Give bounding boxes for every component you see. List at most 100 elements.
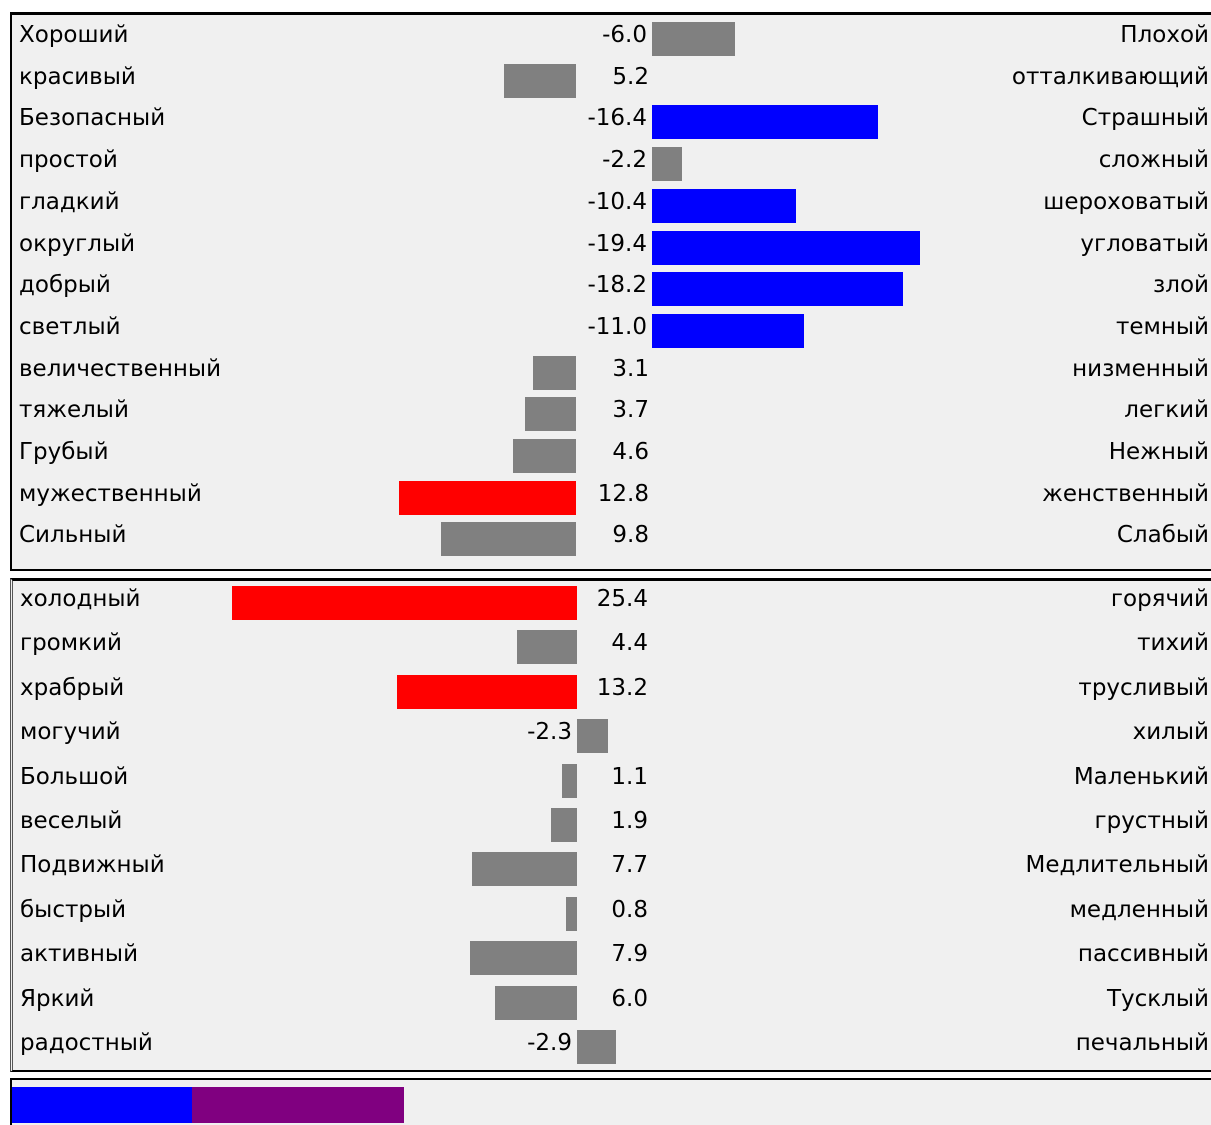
bar [652, 313, 804, 348]
chart-row: Грубый 4.6 Нежный [12, 437, 1211, 473]
right-pole-label: пассивный [1077, 941, 1209, 968]
right-pole-label: легкий [1124, 397, 1209, 424]
value-label: -19.4 [587, 230, 647, 257]
value-label: 5.2 [612, 63, 649, 90]
left-pole-label: светлый [19, 313, 121, 340]
left-pole-label: Хороший [19, 22, 129, 48]
chart-row: Хороший -6.0 Плохой [12, 20, 1211, 56]
chart-row: храбрый 13.2 трусливый [13, 673, 1211, 709]
right-pole-label: Маленький [1073, 763, 1209, 790]
legend-segment [12, 1087, 192, 1123]
chart-row: активный 7.9 пассивный [13, 939, 1211, 976]
chart-panel-top: Хороший -6.0 Плохой красивый 5.2 отталкивающи… [10, 12, 1211, 571]
value-label: 13.2 [596, 674, 648, 701]
bar [652, 272, 904, 307]
left-pole-label: Грубый [19, 439, 109, 465]
bar [562, 763, 577, 798]
chart-row: гладкий -10.4 шероховатый [12, 187, 1211, 223]
left-pole-label: могучий [20, 719, 121, 746]
chart-row: быстрый 0.8 медленный [13, 895, 1211, 931]
value-label: 7.9 [611, 941, 648, 968]
chart-row: добрый -18.2 злой [12, 270, 1211, 307]
chart-row: светлый -11.0 темный [12, 312, 1211, 348]
chart-row: мужественный 12.8 женственный [12, 479, 1211, 515]
bar [566, 896, 577, 931]
legend-segment [192, 1087, 404, 1123]
value-label: -11.0 [587, 313, 647, 340]
chart-row: простой -2.2 сложный [12, 145, 1211, 182]
right-pole-label: угловатый [1080, 230, 1209, 257]
chart-panel-bottom: холодный 25.4 горячий громкий 4.4 тихий храбры… [10, 578, 1211, 1072]
value-label: 4.6 [612, 439, 649, 465]
right-pole-label: грустный [1094, 808, 1209, 834]
right-pole-label: Слабый [1116, 522, 1209, 549]
color-legend-strip [10, 1078, 1211, 1125]
bar [524, 397, 576, 432]
right-pole-label: Нежный [1108, 439, 1209, 465]
left-pole-label: Безопасный [19, 105, 166, 132]
bar [533, 355, 576, 390]
left-pole-label: быстрый [20, 896, 127, 923]
left-pole-label: простой [19, 147, 118, 174]
value-label: 1.9 [611, 808, 648, 834]
bar [652, 147, 683, 182]
left-pole-label: тяжелый [19, 397, 129, 424]
bar [399, 480, 576, 515]
bar [517, 630, 577, 665]
bar [577, 1030, 617, 1064]
right-pole-label: горячий [1110, 586, 1209, 612]
bar [231, 586, 577, 620]
bar [440, 522, 576, 557]
left-pole-label: мужественный [19, 480, 202, 507]
left-pole-label: громкий [20, 630, 122, 657]
bar [495, 985, 577, 1020]
right-pole-label: хилый [1132, 719, 1209, 746]
right-pole-label: Медлительный [1025, 852, 1210, 879]
bar [652, 105, 879, 140]
chart-row: Подвижный 7.7 Медлительный [13, 850, 1211, 887]
bar [652, 230, 920, 265]
right-pole-label: печальный [1075, 1030, 1209, 1056]
chart-row: громкий 4.4 тихий [13, 628, 1211, 665]
value-label: -10.4 [587, 188, 647, 215]
bar [504, 63, 576, 98]
chart-row: Большой 1.1 Маленький [13, 762, 1211, 798]
left-pole-label: активный [20, 941, 139, 968]
right-pole-label: женственный [1042, 480, 1209, 507]
chart-row: Сильный 9.8 Слабый [12, 520, 1211, 557]
chart-row: могучий -2.3 хилый [13, 717, 1211, 754]
bar [472, 852, 577, 887]
bar [469, 941, 577, 976]
left-pole-label: Большой [20, 763, 129, 790]
right-pole-label: отталкивающий [1011, 63, 1209, 90]
left-pole-label: гладкий [19, 188, 120, 215]
bar [512, 439, 576, 473]
bar [397, 674, 577, 709]
left-pole-label: величественный [19, 355, 222, 382]
chart-row: радостный -2.9 печальный [13, 1028, 1211, 1064]
chart-row: веселый 1.9 грустный [13, 806, 1211, 842]
right-pole-label: медленный [1069, 896, 1209, 923]
chart-row: красивый 5.2 отталкивающий [12, 62, 1211, 98]
left-pole-label: храбрый [20, 674, 125, 701]
value-label: 0.8 [611, 896, 648, 923]
left-pole-label: Сильный [19, 522, 127, 549]
value-label: -16.4 [587, 105, 647, 132]
bar [551, 808, 577, 842]
value-label: -2.3 [527, 719, 572, 746]
value-label: 1.1 [611, 763, 648, 790]
chart-row: Безопасный -16.4 Страшный [12, 103, 1211, 140]
right-pole-label: трусливый [1078, 674, 1209, 701]
right-pole-label: сложный [1098, 147, 1209, 174]
left-pole-label: холодный [20, 586, 141, 612]
left-pole-label: Подвижный [20, 852, 165, 879]
value-label: 25.4 [596, 586, 648, 612]
right-pole-label: Страшный [1081, 105, 1209, 132]
value-label: -2.9 [527, 1030, 572, 1056]
left-pole-label: красивый [19, 63, 136, 90]
right-pole-label: шероховатый [1043, 188, 1209, 215]
bar [652, 22, 735, 56]
left-pole-label: радостный [20, 1030, 153, 1056]
left-pole-label: веселый [20, 808, 123, 834]
right-pole-label: Плохой [1120, 22, 1209, 48]
